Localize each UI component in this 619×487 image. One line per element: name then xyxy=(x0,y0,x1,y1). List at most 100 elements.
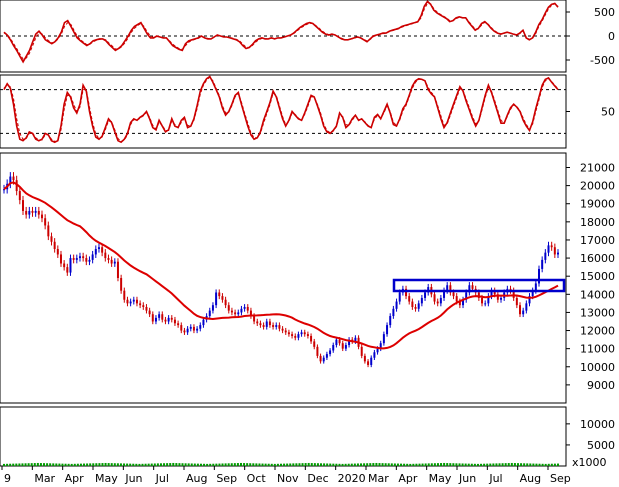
volume-bar xyxy=(15,463,18,466)
volume-bar xyxy=(483,463,486,466)
volume-bar xyxy=(239,462,242,466)
volume-bar xyxy=(236,463,239,466)
x-tick-label: Jul xyxy=(155,472,169,485)
candle-body xyxy=(544,252,547,260)
x-tick-label: Dec xyxy=(307,472,328,485)
volume-bar xyxy=(433,463,436,466)
candle-body xyxy=(550,245,553,248)
volume-bar xyxy=(30,463,33,466)
candle-body xyxy=(557,252,559,255)
candle-body xyxy=(439,297,442,304)
candle-body xyxy=(465,292,468,300)
candle-body xyxy=(224,299,227,306)
x-tick-label: Jul xyxy=(488,472,502,485)
candle-body xyxy=(398,292,401,302)
y-axes: 5000-50050210002000019000180001700016000… xyxy=(566,6,615,452)
volume-bar xyxy=(243,463,246,466)
candle-body xyxy=(449,285,452,293)
x-tick-label: Aug xyxy=(186,472,207,485)
volume-bar xyxy=(384,463,387,466)
candle-body xyxy=(395,301,398,309)
candle-body xyxy=(424,292,427,298)
volume-bar xyxy=(55,463,58,466)
candle-body xyxy=(59,254,62,264)
panel-frames xyxy=(0,0,567,467)
candle-body xyxy=(91,254,94,260)
panel-frame xyxy=(0,406,567,467)
volume-bar xyxy=(9,463,12,466)
candle-body xyxy=(249,310,252,317)
candle-body xyxy=(208,310,211,317)
volume-bar xyxy=(455,463,458,466)
volume-bar xyxy=(486,463,489,466)
volume-bar xyxy=(424,463,427,466)
y-tick-label: 12000 xyxy=(580,325,615,338)
candle-body xyxy=(44,218,47,226)
volume-bar xyxy=(553,463,556,466)
x-tick-label: Apr xyxy=(65,472,85,485)
volume-bar xyxy=(89,463,92,466)
candle-body xyxy=(452,292,455,297)
volume-bar xyxy=(387,463,390,466)
volume-bar xyxy=(123,463,126,466)
volume-bar xyxy=(264,463,267,466)
candle-body xyxy=(221,296,224,300)
candle-body xyxy=(56,249,59,255)
volume-bar xyxy=(212,463,215,466)
candle-body xyxy=(192,326,195,331)
volume-bar xyxy=(163,463,166,466)
candle-body xyxy=(408,296,411,302)
volume-bar xyxy=(215,463,218,466)
volume-unit-label: x1000 xyxy=(572,456,607,469)
volume-bar xyxy=(39,463,42,466)
candle-body xyxy=(329,350,332,355)
volume-bar xyxy=(415,463,418,466)
volume-bar xyxy=(329,463,332,466)
volume-bar xyxy=(221,463,224,466)
candle-body xyxy=(392,308,395,317)
x-axis: 9 Mar Apr May Jun Jul Aug Sep Oct Nov Dec 2020 Mar Ap… xyxy=(1,466,571,485)
y-tick-label: 50 xyxy=(601,106,615,119)
volume-bar xyxy=(409,463,412,466)
candle-body xyxy=(186,328,189,333)
candle-body xyxy=(294,335,297,338)
y-tick-label: 17000 xyxy=(580,234,615,247)
candle-body xyxy=(386,325,389,335)
volume-bar xyxy=(532,463,535,466)
candle-body xyxy=(3,189,5,191)
x-tick-label: Mar xyxy=(34,472,55,485)
candle-body xyxy=(66,267,69,273)
volume-bar xyxy=(79,463,82,466)
volume-bar xyxy=(3,463,5,466)
y-tick-label: 0 xyxy=(608,30,615,43)
candle-body xyxy=(202,319,205,326)
candle-body xyxy=(553,247,556,255)
candle-body xyxy=(360,346,363,356)
candle-body xyxy=(363,355,366,362)
candle-body xyxy=(319,355,322,362)
volume-bar xyxy=(436,463,439,466)
candle-body xyxy=(379,343,382,349)
volume-bar xyxy=(70,463,73,466)
candle-body xyxy=(313,341,316,347)
candle-body xyxy=(417,303,420,309)
volume-bar xyxy=(393,463,396,466)
y-tick-label: 21000 xyxy=(580,161,615,174)
candle-body xyxy=(446,285,449,291)
volume-bar xyxy=(261,463,264,466)
candle-body xyxy=(300,332,303,335)
volume-bar xyxy=(267,463,270,466)
candle-body xyxy=(78,256,81,259)
candle-body xyxy=(322,357,325,362)
candle-body xyxy=(126,299,129,304)
candle-body xyxy=(272,325,275,327)
candle-body xyxy=(455,296,458,302)
price-panel xyxy=(3,172,559,368)
volume-bar xyxy=(427,463,430,466)
volume-bar xyxy=(86,463,89,466)
oscillator-line xyxy=(3,0,559,64)
candle-body xyxy=(104,252,107,259)
volume-bar xyxy=(446,463,449,466)
candle-body xyxy=(256,321,259,324)
volume-bar xyxy=(76,463,79,466)
